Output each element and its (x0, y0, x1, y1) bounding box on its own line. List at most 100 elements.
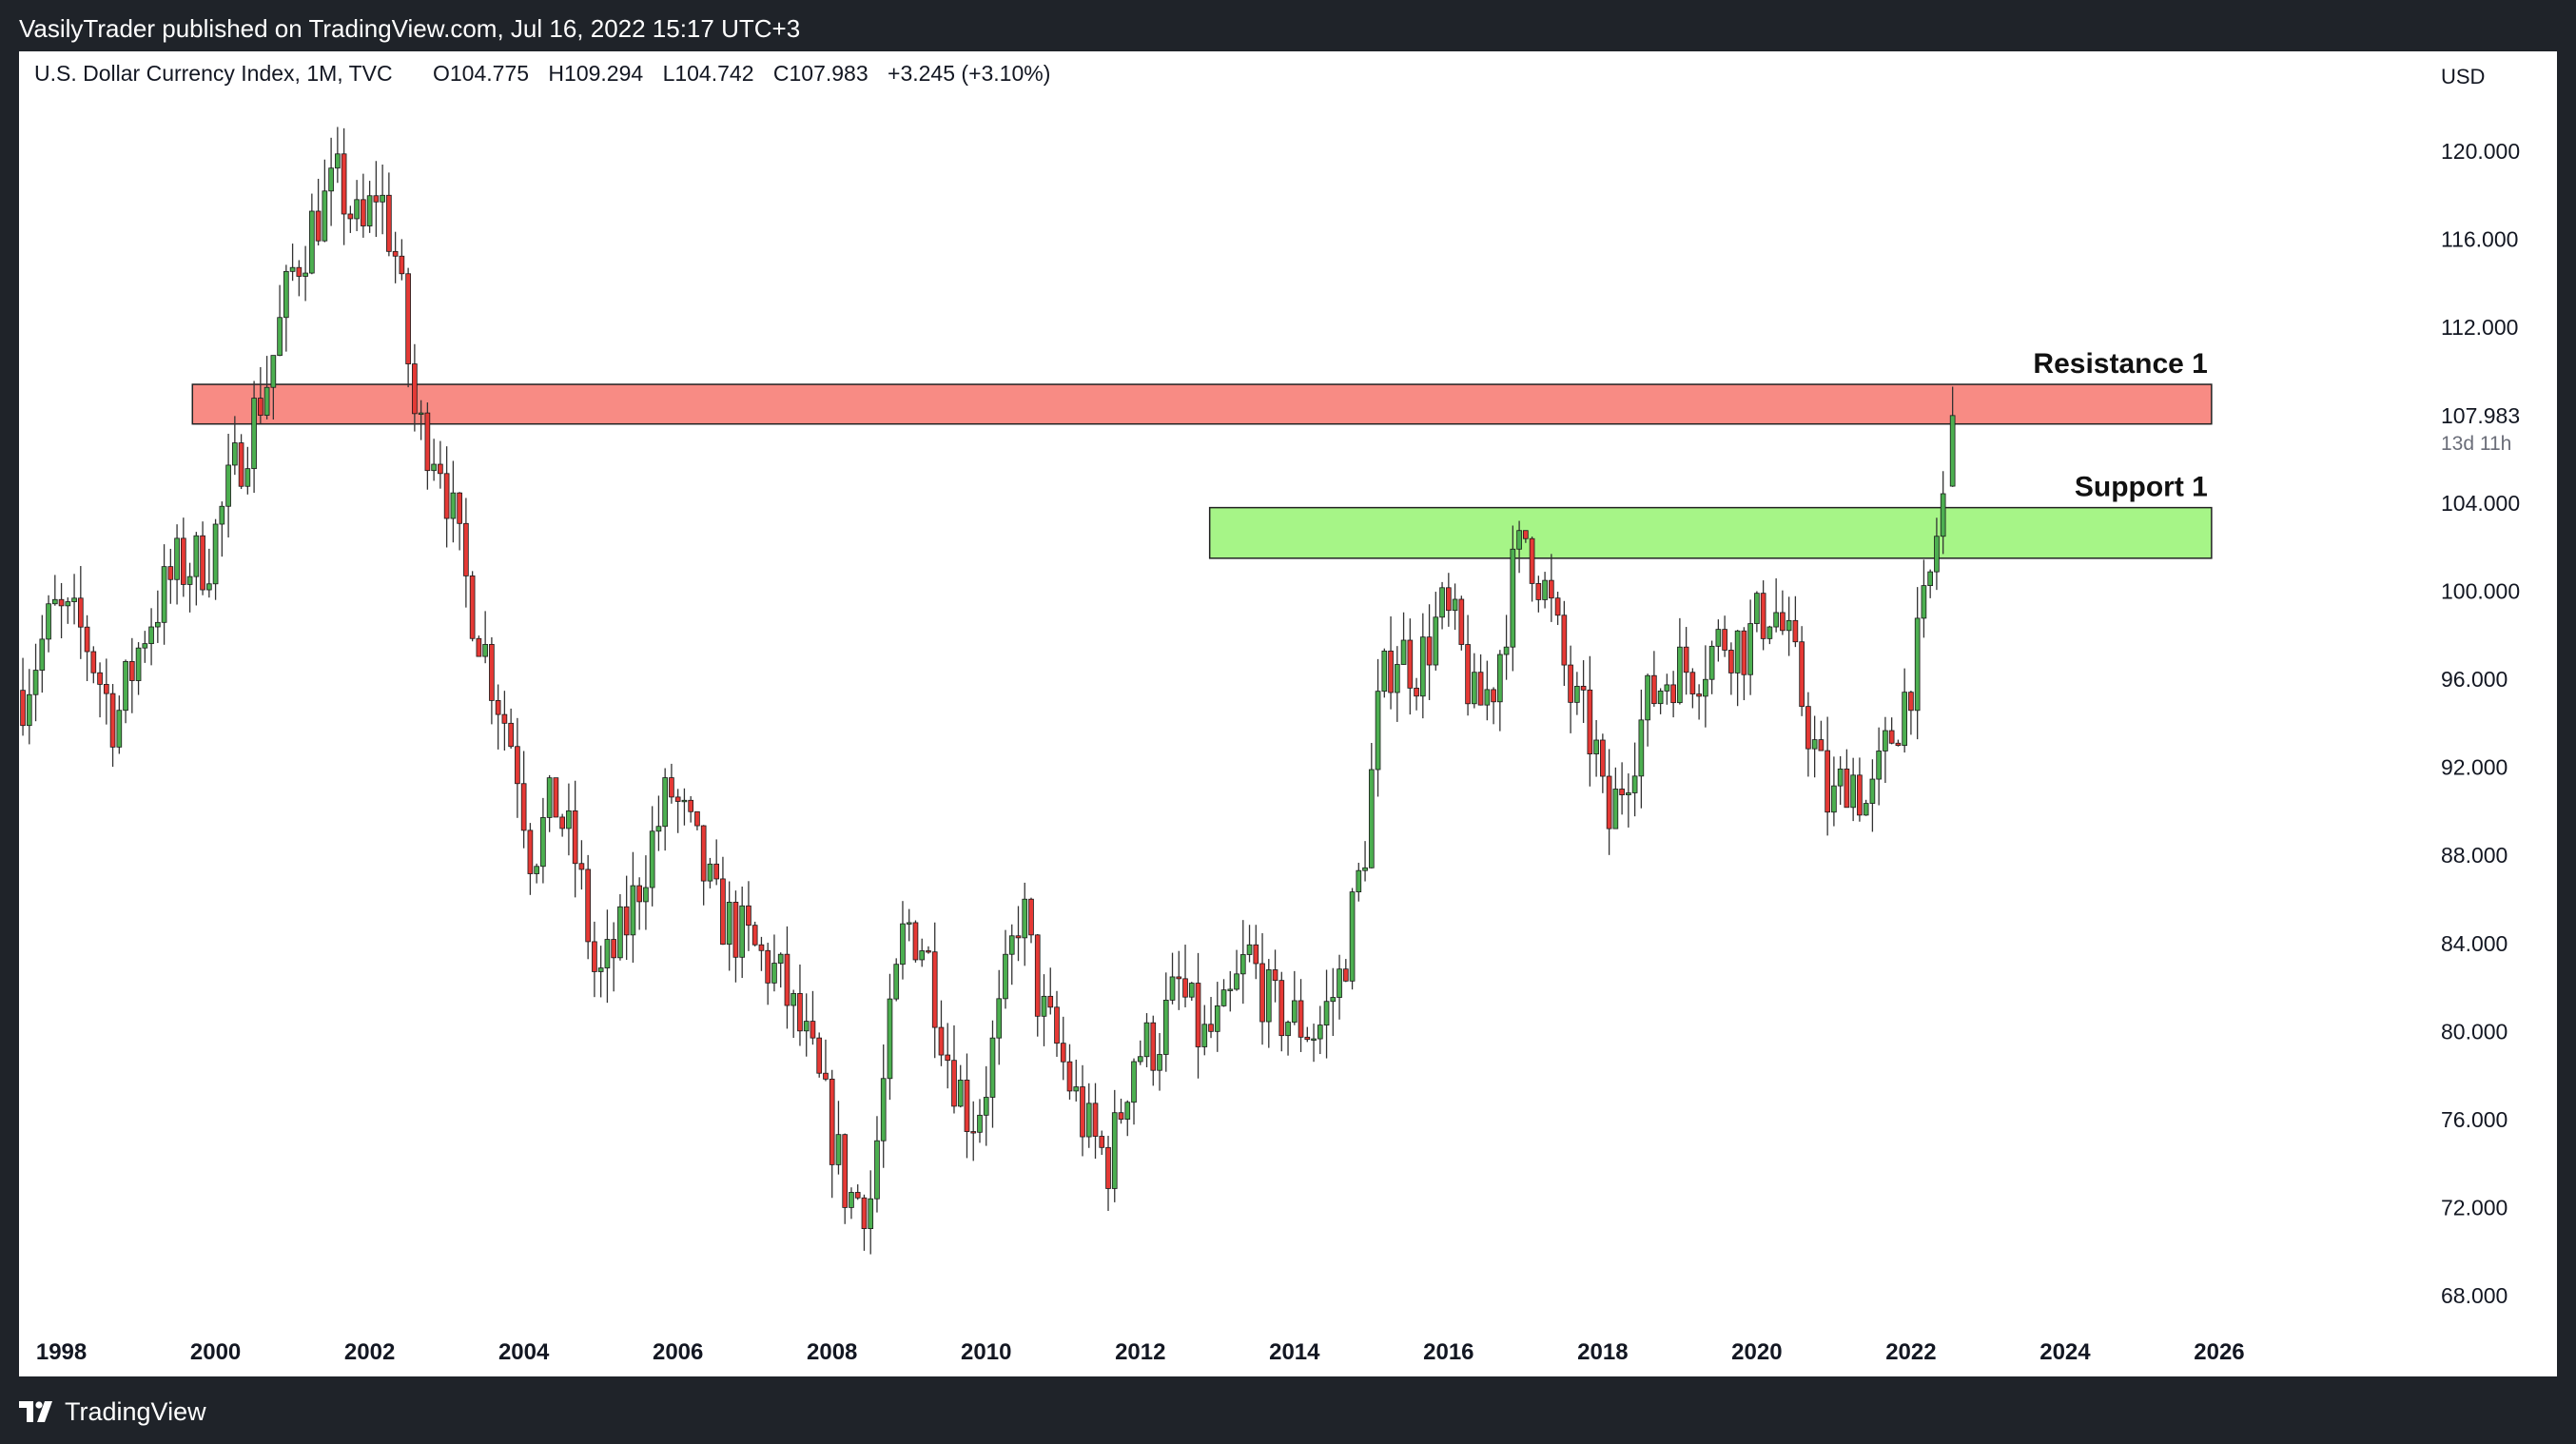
candle[interactable] (232, 416, 238, 476)
candle[interactable] (534, 863, 539, 884)
candle[interactable] (1606, 749, 1612, 855)
candle[interactable] (476, 635, 482, 657)
candle[interactable] (1092, 1083, 1099, 1160)
candle[interactable] (951, 1024, 957, 1114)
tradingview-brand[interactable]: TradingView (19, 1395, 206, 1428)
candle[interactable] (900, 901, 906, 980)
candle[interactable] (649, 806, 655, 907)
candle[interactable] (39, 615, 46, 693)
candle[interactable] (412, 343, 418, 432)
candle[interactable] (1060, 1016, 1066, 1081)
candle[interactable] (732, 890, 739, 983)
candle[interactable] (611, 922, 616, 992)
candle[interactable] (489, 636, 495, 725)
candle[interactable] (1239, 920, 1246, 1005)
candle[interactable] (688, 796, 694, 823)
candle[interactable] (373, 161, 380, 238)
candle[interactable] (797, 964, 803, 1046)
candle[interactable] (1914, 587, 1921, 740)
candle[interactable] (553, 777, 559, 818)
candle[interactable] (1246, 925, 1253, 963)
candle[interactable] (1715, 619, 1722, 662)
candle[interactable] (1689, 668, 1696, 709)
candle[interactable] (418, 400, 424, 440)
candle[interactable] (212, 518, 219, 600)
candle[interactable] (1631, 742, 1638, 817)
candle[interactable] (931, 922, 938, 1059)
candle[interactable] (1708, 640, 1715, 694)
candle[interactable] (1760, 580, 1766, 651)
candle[interactable] (238, 434, 244, 490)
candle[interactable] (1407, 618, 1414, 715)
candle[interactable] (32, 643, 39, 722)
candle[interactable] (849, 1187, 854, 1220)
candle[interactable] (128, 637, 135, 713)
candle[interactable] (1792, 595, 1799, 648)
candle[interactable] (1934, 517, 1940, 591)
candle[interactable] (1150, 1015, 1157, 1086)
candle[interactable] (1400, 612, 1407, 665)
candle[interactable] (1099, 1130, 1105, 1156)
candle[interactable] (1554, 592, 1561, 626)
candle[interactable] (739, 887, 746, 979)
candle[interactable] (1265, 959, 1272, 1048)
candle[interactable] (1439, 581, 1445, 630)
candle[interactable] (726, 881, 732, 971)
candle[interactable] (1047, 967, 1054, 1015)
candle[interactable] (1638, 689, 1645, 809)
candle[interactable] (674, 789, 681, 833)
candle[interactable] (270, 355, 277, 420)
candle[interactable] (1949, 386, 1956, 487)
candle[interactable] (1003, 929, 1008, 1009)
candle[interactable] (1811, 715, 1818, 778)
candle[interactable] (681, 788, 688, 826)
candle[interactable] (161, 544, 167, 645)
candle[interactable] (1477, 654, 1484, 706)
candle[interactable] (225, 433, 231, 538)
candle[interactable] (540, 797, 546, 884)
candle[interactable] (1754, 591, 1760, 633)
candle[interactable] (495, 684, 501, 750)
candle[interactable] (380, 164, 385, 235)
candle[interactable] (1484, 660, 1491, 721)
candle[interactable] (1272, 949, 1278, 1003)
candle[interactable] (1818, 720, 1825, 751)
candle[interactable] (803, 993, 810, 1057)
candle[interactable] (1773, 578, 1779, 633)
candle[interactable] (1214, 982, 1220, 1052)
candle[interactable] (777, 952, 784, 988)
candle[interactable] (154, 590, 161, 643)
candle[interactable] (1677, 617, 1683, 705)
candle[interactable] (1645, 673, 1650, 747)
candle[interactable] (643, 855, 649, 930)
candle[interactable] (1368, 743, 1375, 868)
candle[interactable] (1876, 727, 1882, 806)
candle[interactable] (1619, 762, 1625, 815)
candle[interactable] (167, 548, 174, 604)
zone-resistance-1[interactable] (191, 383, 2213, 425)
candle[interactable] (842, 1133, 849, 1224)
candle[interactable] (20, 657, 26, 736)
candle[interactable] (1516, 520, 1522, 574)
candle[interactable] (938, 1000, 945, 1066)
candle[interactable] (1491, 687, 1496, 725)
time-axis[interactable]: 1998 2000 2002 2004 2006 2008 2010 2012 2014 2016… (36, 1339, 2245, 1365)
candle[interactable] (945, 1023, 951, 1089)
candle[interactable] (1169, 952, 1176, 1005)
candle[interactable] (1510, 525, 1516, 672)
candle[interactable] (1600, 733, 1606, 793)
candle[interactable] (1927, 569, 1933, 598)
candlestick-chart[interactable]: Resistance 1 Support 1 U.S. Dollar Curren… (19, 51, 2557, 1376)
candle[interactable] (1414, 677, 1419, 711)
candle[interactable] (65, 596, 71, 624)
candle[interactable] (109, 684, 116, 768)
candle[interactable] (559, 813, 565, 837)
candle[interactable] (1201, 1005, 1208, 1056)
candle[interactable] (751, 921, 758, 946)
candle[interactable] (1580, 660, 1587, 724)
candle[interactable] (810, 990, 816, 1045)
candle[interactable] (1458, 595, 1465, 651)
candle[interactable] (1298, 979, 1304, 1052)
candle[interactable] (970, 1101, 977, 1161)
candle[interactable] (1080, 1064, 1085, 1157)
